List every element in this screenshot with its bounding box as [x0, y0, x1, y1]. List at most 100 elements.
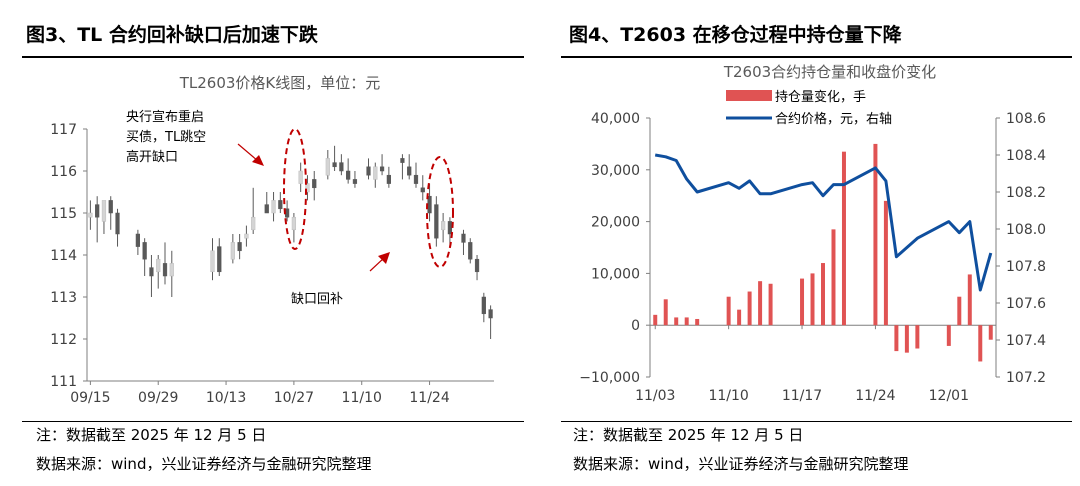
candle — [332, 145, 337, 171]
left-y-tick-label: −10,000 — [579, 370, 640, 386]
right-y-tick-label: 107.4 — [1006, 333, 1046, 349]
candle-body — [95, 204, 100, 218]
candle — [108, 196, 113, 230]
candle-body — [420, 187, 425, 193]
candle-body — [88, 212, 93, 218]
x-tick-label: 11/03 — [635, 388, 675, 404]
candle — [468, 238, 473, 264]
candle-body — [407, 166, 412, 176]
y-tick-label: 112 — [50, 332, 77, 348]
x-tick-label: 10/27 — [274, 390, 314, 406]
oi-change-bar — [988, 325, 993, 340]
oi-change-bar — [831, 229, 836, 326]
candle — [135, 229, 140, 255]
candle — [312, 171, 317, 201]
data-source: 数据来源：wind，兴业证券经济与金融研究院整理 — [36, 455, 372, 473]
candle — [88, 200, 93, 230]
oi-change-bar — [747, 291, 752, 326]
candle — [474, 255, 480, 281]
arrow-to-gap-fill — [369, 252, 390, 272]
footer-rule — [22, 421, 524, 422]
candle-body — [400, 158, 405, 163]
candle-body — [325, 158, 330, 176]
x-tick-label: 09/29 — [138, 390, 178, 406]
right-y-tick-label: 108.6 — [1006, 111, 1046, 127]
oi-change-bar — [768, 283, 773, 326]
candle-body — [298, 170, 303, 184]
legend-bar-swatch — [726, 90, 772, 101]
candle — [305, 175, 310, 201]
candle-body — [156, 258, 161, 273]
oi-change-bar — [841, 151, 846, 326]
figure-3-panel: 图3、TL 合约回补缺口后加速下跌 TL2603价格K线图，单位：元 111 11… — [0, 0, 530, 486]
y-tick-label: 113 — [50, 290, 77, 306]
chart-title: T2603合约持仓量和收盘价变化 — [723, 63, 936, 81]
gap-ellipse-2 — [426, 156, 454, 268]
candle — [101, 200, 107, 234]
x-tick-label: 10/13 — [206, 390, 246, 406]
y-tick-label: 116 — [50, 164, 77, 180]
candle-body — [264, 204, 269, 214]
candle — [481, 292, 486, 323]
left-y-tick-label: 10,000 — [591, 266, 640, 282]
candle — [156, 255, 161, 289]
left-y-tick-label: 20,000 — [591, 215, 640, 231]
right-y-tick-label: 107.8 — [1006, 259, 1046, 275]
candle-body — [115, 212, 120, 235]
candle — [210, 238, 215, 281]
right-y-tick-label: 108.0 — [1006, 222, 1046, 238]
candle — [298, 162, 303, 192]
data-note: 注：数据截至 2025 年 12 月 5 日 — [36, 426, 267, 444]
candle-body — [278, 200, 283, 210]
data-source: 数据来源：wind，兴业证券经济与金融研究院整理 — [573, 455, 909, 473]
y-tick-label: 117 — [50, 122, 77, 138]
candle-body — [379, 166, 385, 172]
candle — [373, 162, 378, 188]
oi-change-bar — [957, 296, 962, 326]
candle-body — [339, 162, 344, 172]
footer-rule — [561, 421, 1072, 422]
candle — [271, 192, 276, 222]
candle-body — [101, 200, 107, 222]
candle-body — [468, 242, 473, 260]
candle — [488, 305, 493, 339]
candlestick-chart: TL2603价格K线图，单位：元 111 112 113 114 115 116 117 09… — [50, 74, 494, 406]
candle — [95, 196, 100, 243]
candle-body — [474, 258, 480, 273]
oi-change-bar — [810, 273, 815, 326]
candle-body — [135, 233, 140, 247]
candle-body — [291, 216, 297, 231]
candle-body — [237, 242, 242, 252]
oi-change-bar — [800, 278, 805, 326]
candle — [162, 242, 168, 285]
y-tick-label: 115 — [50, 206, 77, 222]
candle-body — [373, 166, 378, 180]
oi-change-bar — [915, 325, 920, 349]
left-y-tick-label: 30,000 — [591, 163, 640, 179]
candle — [420, 175, 425, 201]
candle — [244, 225, 249, 247]
annotation-pboc-line-3: 高开缺口 — [126, 149, 178, 165]
x-tick-label: 11/10 — [708, 388, 748, 404]
candle — [461, 229, 466, 255]
title-rule — [22, 56, 524, 58]
candle-body — [386, 174, 391, 184]
candle-body — [488, 309, 493, 319]
oi-change-bar — [894, 325, 899, 352]
oi-change-bar — [726, 296, 731, 326]
candle-body — [169, 263, 174, 277]
candle-body — [461, 233, 466, 243]
candle — [325, 150, 330, 180]
candle-body — [210, 250, 215, 273]
candle-body — [434, 204, 439, 239]
oi-change-bar — [904, 325, 909, 353]
x-tick-label: 11/24 — [855, 388, 895, 404]
oi-change-bar — [821, 263, 825, 326]
candle — [264, 192, 269, 214]
legend-bar-label: 持仓量变化，手 — [775, 89, 866, 105]
candle-body — [271, 200, 276, 214]
oi-change-bar — [873, 143, 878, 326]
candle — [434, 196, 439, 247]
candle — [352, 171, 358, 188]
candle-body — [251, 216, 256, 231]
